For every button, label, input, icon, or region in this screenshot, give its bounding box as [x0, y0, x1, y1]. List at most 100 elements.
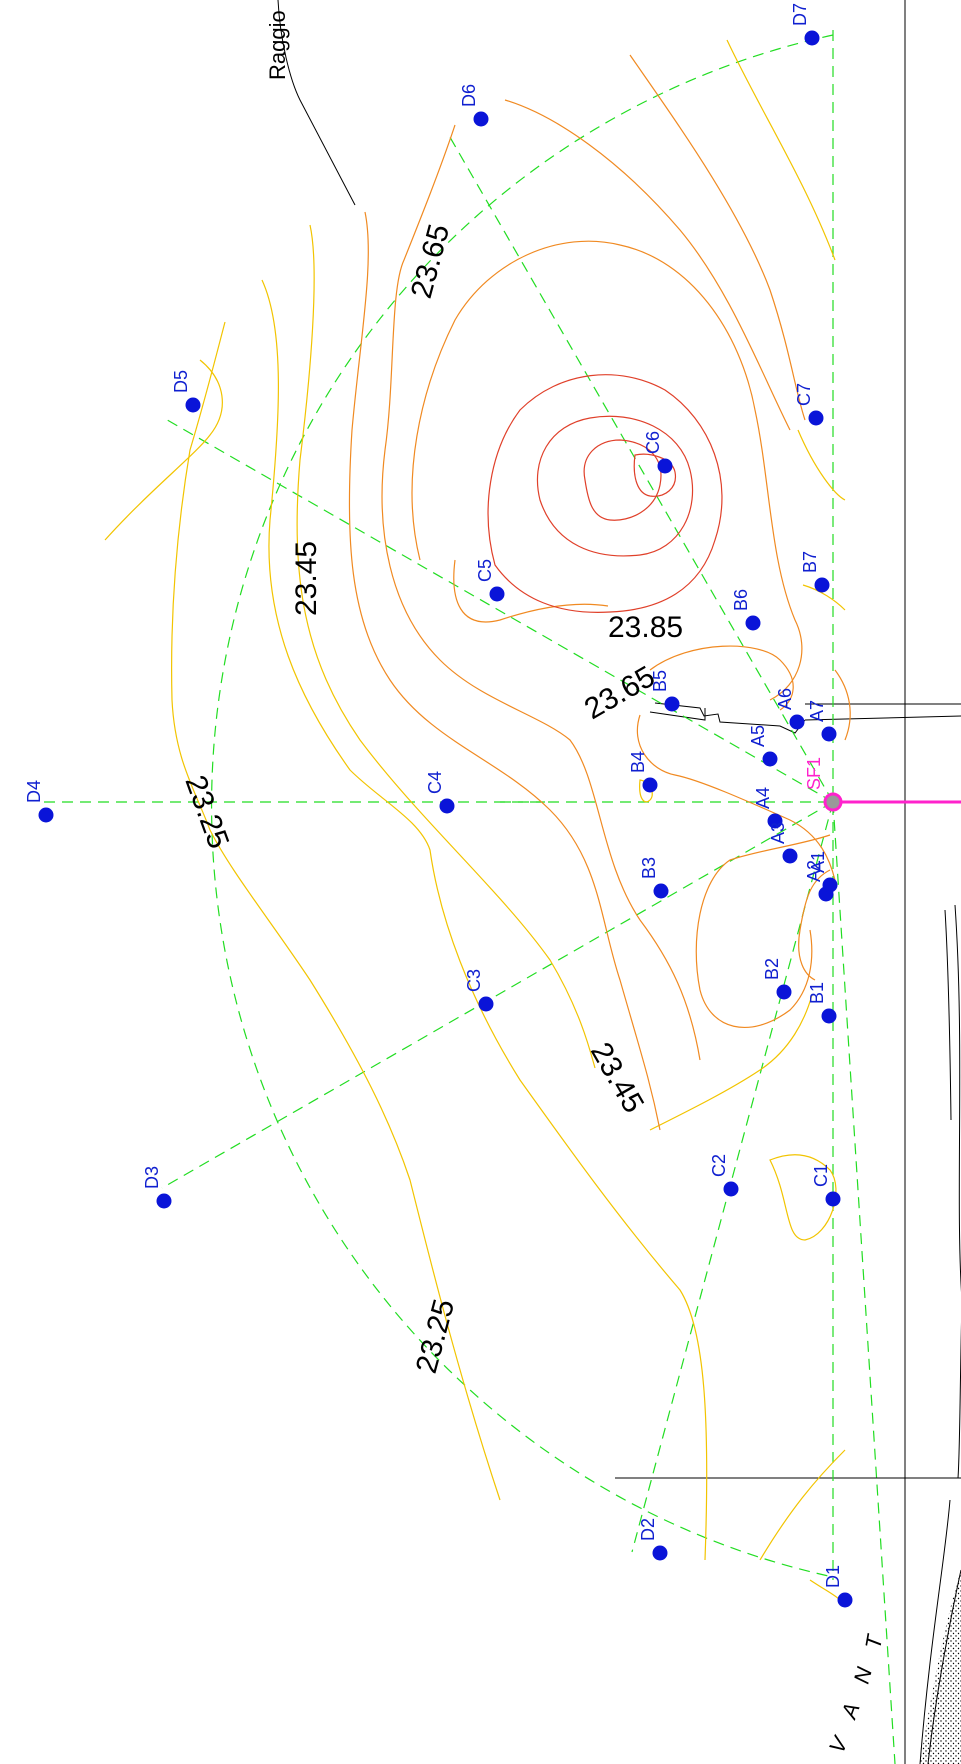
- survey-point-label: D1: [823, 1565, 843, 1588]
- contour-line: [798, 869, 831, 981]
- survey-point-d6: D6: [459, 84, 489, 127]
- contour-line: [411, 240, 803, 701]
- contour-line: [797, 429, 846, 501]
- survey-point-b2: B2: [762, 958, 792, 1000]
- contour-line: [636, 714, 836, 881]
- survey-point-label: D3: [142, 1166, 162, 1189]
- contour-line: [453, 559, 609, 623]
- survey-point-marker: [478, 996, 494, 1012]
- survey-point-label: A4: [753, 787, 773, 809]
- survey-point-c5: C5: [475, 559, 505, 602]
- survey-point-c4: C4: [425, 771, 455, 814]
- survey-point-label: C1: [811, 1164, 831, 1187]
- survey-point-label: B5: [650, 670, 670, 692]
- radius-callout-text: Raggio: [265, 10, 290, 80]
- survey-point-d7: D7: [790, 3, 820, 46]
- survey-point-c1: C1: [811, 1164, 841, 1207]
- contour-line: [633, 453, 677, 497]
- structure-outline-2: [649, 708, 706, 721]
- survey-point-label: A1: [808, 851, 828, 873]
- survey-point-a5: A5: [748, 725, 778, 767]
- contour-labels: 23.65 23.45 23.25 23.85 23.65 23.45 23.2…: [178, 221, 683, 1377]
- contour-lines: [104, 39, 851, 1601]
- survey-point-label: D6: [459, 84, 479, 107]
- survey-point-label: B7: [800, 551, 820, 573]
- contour-line: [583, 439, 662, 521]
- survey-ray-d2: [631, 801, 834, 1553]
- contour-line: [296, 224, 596, 1069]
- survey-point-label: C6: [643, 431, 663, 454]
- contour-line: [629, 54, 806, 421]
- road-edge-curve: [954, 904, 961, 1479]
- survey-ray-d6: [446, 131, 834, 803]
- survey-point-label: C2: [709, 1154, 729, 1177]
- survey-point-c3: C3: [464, 969, 494, 1012]
- survey-point-marker: [664, 696, 680, 712]
- callout-leader-line: [277, 0, 356, 206]
- contour-line: [504, 99, 791, 431]
- base-linework: [277, 0, 961, 1764]
- survey-point-label: D5: [171, 370, 191, 393]
- survey-point-d3: D3: [142, 1166, 172, 1209]
- survey-point-marker: [156, 1193, 172, 1209]
- survey-point-label: B2: [762, 958, 782, 980]
- contour-label-2325-left: 23.25: [178, 771, 235, 853]
- contour-label-2365-top: 23.65: [405, 221, 456, 302]
- survey-point-marker: [821, 726, 837, 742]
- survey-point-marker: [767, 813, 783, 829]
- lettering-letter: N: [849, 1664, 877, 1686]
- contour-line: [759, 1449, 846, 1561]
- contour-line: [649, 645, 794, 711]
- contour-line: [381, 124, 701, 1061]
- survey-point-label: A3: [768, 822, 788, 844]
- survey-point-label: D7: [790, 3, 810, 26]
- survey-point-marker: [652, 1545, 668, 1561]
- contour-label-2385: 23.85: [608, 611, 683, 644]
- source-point-sf1: SF1: [804, 757, 961, 812]
- contour-line: [726, 39, 836, 261]
- survey-point-marker: [804, 30, 820, 46]
- survey-point-b4: B4: [628, 751, 658, 793]
- survey-point-marker: [821, 1008, 837, 1024]
- survey-point-c6: C6: [643, 431, 673, 474]
- survey-point-marker: [814, 577, 830, 593]
- survey-point-label: A5: [748, 725, 768, 747]
- embankment-edge: [919, 1499, 951, 1764]
- source-point-marker: [823, 792, 843, 812]
- stippled-embankment: [920, 1570, 961, 1764]
- survey-point-marker: [489, 586, 505, 602]
- survey-grid: [44, 30, 896, 1764]
- survey-point-label: A6: [775, 688, 795, 710]
- lettering-letter: A: [836, 1699, 865, 1723]
- survey-point-label: A7: [807, 700, 827, 722]
- contour-line: [769, 1154, 837, 1241]
- bottom-lettering: T N A V: [824, 1632, 888, 1757]
- survey-point-label: C4: [425, 771, 445, 794]
- survey-point-marker: [653, 883, 669, 899]
- contour-line: [487, 374, 723, 613]
- survey-point-label: D2: [638, 1518, 658, 1541]
- contour-line: [261, 279, 708, 1561]
- survey-point-a1: A1: [808, 851, 838, 893]
- survey-point-a3: A3: [768, 822, 798, 864]
- survey-point-label: A2: [804, 860, 824, 882]
- contour-line: [348, 211, 661, 1131]
- survey-point-b5: B5: [650, 670, 680, 712]
- survey-point-d2: D2: [638, 1518, 668, 1561]
- survey-point-marker: [723, 1181, 739, 1197]
- contour-label-2325-bottom: 23.25: [410, 1296, 461, 1377]
- contour-line: [104, 359, 223, 541]
- contour-label-2345-left: 23.45: [290, 541, 323, 616]
- lettering-letter: V: [824, 1731, 854, 1757]
- survey-point-marker: [745, 615, 761, 631]
- survey-point-marker: [789, 714, 805, 730]
- survey-point-marker: [762, 751, 778, 767]
- contour-line: [695, 834, 831, 1028]
- survey-point-marker: [782, 848, 798, 864]
- survey-point-b7: B7: [800, 551, 830, 593]
- contour-line: [536, 415, 694, 557]
- survey-point-marker: [439, 798, 455, 814]
- survey-point-label: B4: [628, 751, 648, 773]
- survey-point-marker: [38, 807, 54, 823]
